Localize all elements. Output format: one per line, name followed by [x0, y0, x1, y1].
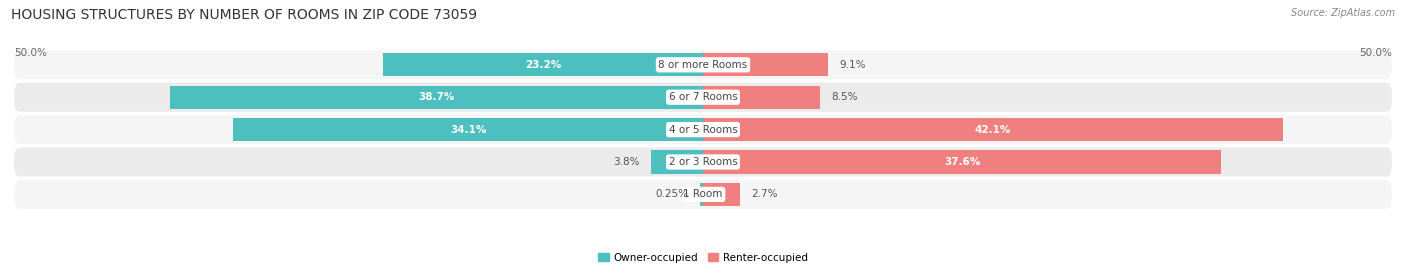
Bar [700, 183, 703, 206]
Bar [703, 150, 1220, 174]
Text: 9.1%: 9.1% [839, 60, 866, 70]
Bar [651, 150, 703, 174]
Text: 37.6%: 37.6% [943, 157, 980, 167]
FancyBboxPatch shape [14, 50, 1392, 79]
Bar [703, 86, 820, 109]
Bar [703, 118, 1284, 141]
Text: 8.5%: 8.5% [831, 92, 858, 102]
Bar [703, 183, 740, 206]
Text: 8 or more Rooms: 8 or more Rooms [658, 60, 748, 70]
Text: 2.7%: 2.7% [751, 189, 778, 200]
FancyBboxPatch shape [14, 180, 1392, 209]
Text: 4 or 5 Rooms: 4 or 5 Rooms [669, 124, 737, 135]
Bar [233, 118, 703, 141]
Bar [170, 86, 703, 109]
FancyBboxPatch shape [14, 147, 1392, 177]
Text: 2 or 3 Rooms: 2 or 3 Rooms [669, 157, 737, 167]
Text: 3.8%: 3.8% [613, 157, 640, 167]
Text: 42.1%: 42.1% [974, 124, 1011, 135]
Bar [703, 53, 828, 76]
Text: 50.0%: 50.0% [1360, 48, 1392, 58]
Text: 23.2%: 23.2% [524, 60, 561, 70]
Text: Source: ZipAtlas.com: Source: ZipAtlas.com [1291, 8, 1395, 18]
Legend: Owner-occupied, Renter-occupied: Owner-occupied, Renter-occupied [595, 249, 811, 267]
Text: 38.7%: 38.7% [418, 92, 454, 102]
Text: HOUSING STRUCTURES BY NUMBER OF ROOMS IN ZIP CODE 73059: HOUSING STRUCTURES BY NUMBER OF ROOMS IN… [11, 8, 478, 22]
Text: 50.0%: 50.0% [14, 48, 46, 58]
Text: 0.25%: 0.25% [655, 189, 689, 200]
Bar [384, 53, 703, 76]
Text: 6 or 7 Rooms: 6 or 7 Rooms [669, 92, 737, 102]
Text: 1 Room: 1 Room [683, 189, 723, 200]
FancyBboxPatch shape [14, 115, 1392, 144]
FancyBboxPatch shape [14, 83, 1392, 112]
Text: 34.1%: 34.1% [450, 124, 486, 135]
